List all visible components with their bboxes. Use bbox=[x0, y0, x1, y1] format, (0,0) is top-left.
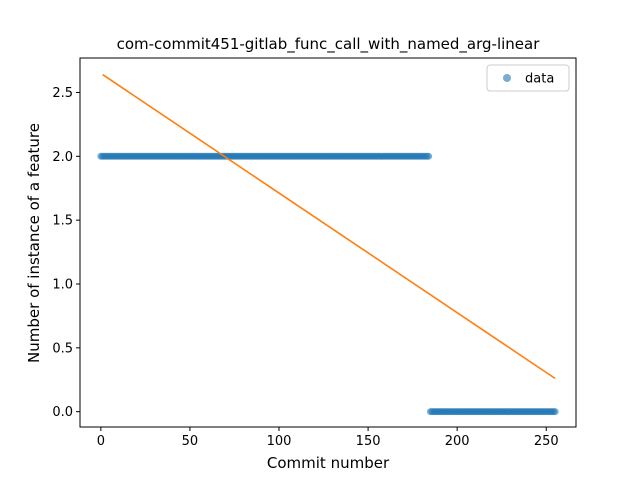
x-axis-label: Commit number bbox=[267, 454, 390, 472]
y-tick-label: 0.5 bbox=[52, 341, 73, 356]
data-point bbox=[551, 408, 559, 416]
x-tick-label: 200 bbox=[445, 434, 470, 449]
chart-title: com-commit451-gitlab_func_call_with_name… bbox=[117, 35, 541, 54]
legend-box bbox=[486, 64, 570, 92]
linear-fit-line bbox=[102, 73, 556, 380]
y-tick-label: 0.0 bbox=[52, 405, 73, 420]
y-axis: 0.0 0.5 1.0 1.5 2.0 2.5 bbox=[52, 86, 80, 420]
x-tick-label: 0 bbox=[97, 434, 105, 449]
y-tick-label: 2.0 bbox=[52, 150, 73, 165]
y-axis-label: Number of instance of a feature bbox=[25, 123, 43, 363]
legend-label: data bbox=[525, 72, 554, 87]
x-tick-label: 100 bbox=[267, 434, 292, 449]
legend: data bbox=[486, 64, 570, 92]
x-tick-label: 150 bbox=[356, 434, 381, 449]
x-tick-label: 250 bbox=[534, 434, 559, 449]
data-point bbox=[425, 152, 433, 160]
x-tick-label: 50 bbox=[182, 434, 199, 449]
legend-marker bbox=[503, 74, 511, 82]
plot-area bbox=[97, 73, 559, 416]
y-tick-label: 1.5 bbox=[52, 214, 73, 229]
x-axis: 0 50 100 150 200 250 bbox=[97, 427, 559, 449]
y-tick-label: 2.5 bbox=[52, 86, 73, 101]
plot-frame bbox=[79, 57, 577, 428]
y-tick-label: 1.0 bbox=[52, 277, 73, 292]
